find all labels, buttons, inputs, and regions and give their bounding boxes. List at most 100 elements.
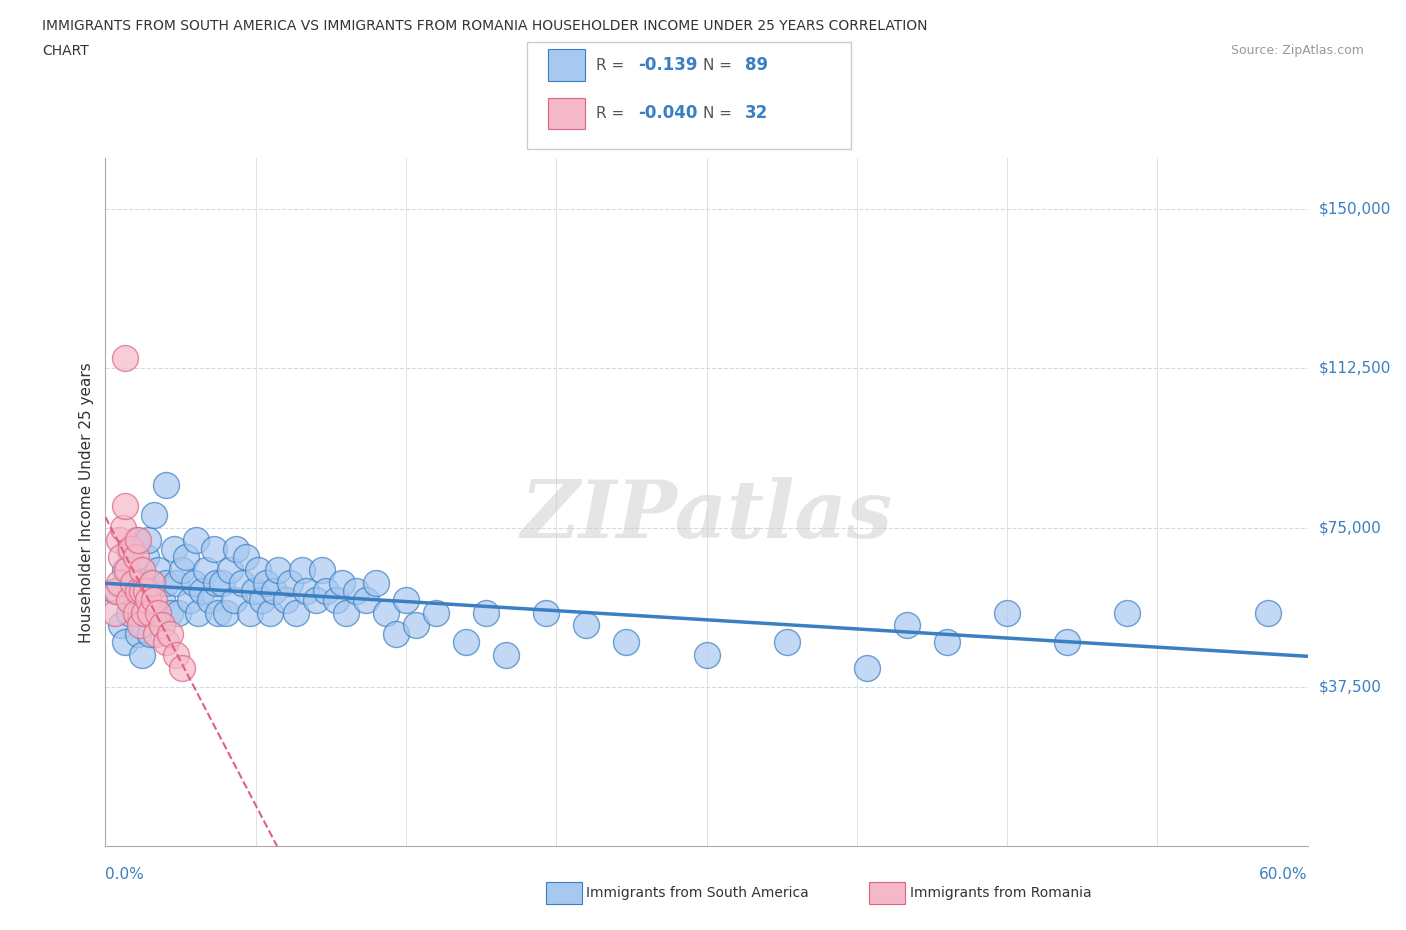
Point bbox=[170, 660, 193, 675]
Point bbox=[107, 584, 129, 599]
Point bbox=[159, 605, 181, 620]
Text: N =: N = bbox=[703, 106, 737, 121]
Point bbox=[354, 592, 377, 607]
Point bbox=[202, 541, 225, 556]
Point bbox=[495, 647, 517, 662]
Text: 60.0%: 60.0% bbox=[1260, 867, 1308, 882]
Point bbox=[110, 550, 132, 565]
Point bbox=[108, 576, 131, 591]
Point bbox=[311, 563, 333, 578]
Point bbox=[896, 618, 918, 632]
Point bbox=[207, 605, 229, 620]
Point bbox=[118, 605, 141, 620]
Point bbox=[194, 563, 217, 578]
Point bbox=[231, 576, 253, 591]
Point bbox=[124, 576, 146, 591]
Point bbox=[776, 635, 799, 650]
Point bbox=[142, 508, 165, 523]
Point bbox=[364, 576, 387, 591]
Point bbox=[242, 584, 264, 599]
Text: $112,500: $112,500 bbox=[1319, 361, 1391, 376]
Text: IMMIGRANTS FROM SOUTH AMERICA VS IMMIGRANTS FROM ROMANIA HOUSEHOLDER INCOME UNDE: IMMIGRANTS FROM SOUTH AMERICA VS IMMIGRA… bbox=[42, 19, 928, 33]
Point bbox=[225, 541, 247, 556]
Point bbox=[454, 635, 477, 650]
Point bbox=[131, 563, 153, 578]
Point bbox=[335, 605, 357, 620]
Point bbox=[127, 533, 149, 548]
Point bbox=[132, 584, 155, 599]
Point bbox=[165, 576, 187, 591]
Point bbox=[1116, 605, 1139, 620]
Point bbox=[274, 592, 297, 607]
Point bbox=[259, 605, 281, 620]
Point bbox=[114, 351, 136, 365]
Point bbox=[135, 584, 157, 599]
Point bbox=[214, 605, 236, 620]
Point bbox=[104, 605, 127, 620]
Point bbox=[1056, 635, 1078, 650]
Text: Immigrants from Romania: Immigrants from Romania bbox=[910, 885, 1091, 900]
Point bbox=[246, 563, 269, 578]
Point bbox=[121, 592, 143, 607]
Text: R =: R = bbox=[596, 106, 630, 121]
Point bbox=[150, 592, 173, 607]
Point bbox=[218, 563, 240, 578]
Text: Immigrants from South America: Immigrants from South America bbox=[586, 885, 808, 900]
Point bbox=[150, 618, 173, 632]
Y-axis label: Householder Income Under 25 years: Householder Income Under 25 years bbox=[79, 362, 94, 643]
Point bbox=[112, 520, 135, 535]
Text: CHART: CHART bbox=[42, 44, 89, 58]
Point bbox=[138, 605, 160, 620]
Point bbox=[263, 584, 285, 599]
Point bbox=[146, 605, 169, 620]
Point bbox=[166, 605, 188, 620]
Text: 0.0%: 0.0% bbox=[105, 867, 145, 882]
Point bbox=[475, 605, 498, 620]
Text: 89: 89 bbox=[745, 56, 768, 74]
Point bbox=[222, 592, 245, 607]
Point bbox=[174, 550, 197, 565]
Point bbox=[121, 541, 143, 556]
Point bbox=[118, 592, 141, 607]
Point bbox=[124, 533, 146, 548]
Text: 32: 32 bbox=[745, 104, 769, 123]
Point bbox=[138, 627, 160, 642]
Point bbox=[128, 605, 150, 620]
Point bbox=[278, 576, 301, 591]
Point bbox=[204, 576, 226, 591]
Point bbox=[534, 605, 557, 620]
Text: -0.040: -0.040 bbox=[638, 104, 697, 123]
Point bbox=[995, 605, 1018, 620]
Point bbox=[108, 533, 131, 548]
Point bbox=[305, 592, 328, 607]
Point bbox=[170, 563, 193, 578]
Point bbox=[179, 592, 201, 607]
Point bbox=[165, 647, 187, 662]
Point bbox=[145, 605, 167, 620]
Text: $75,000: $75,000 bbox=[1319, 520, 1382, 535]
Point bbox=[267, 563, 290, 578]
Point bbox=[325, 592, 347, 607]
Point bbox=[254, 576, 277, 591]
Point bbox=[162, 541, 184, 556]
Point bbox=[110, 618, 132, 632]
Point bbox=[128, 618, 150, 632]
Point bbox=[145, 627, 167, 642]
Point bbox=[155, 635, 177, 650]
Point bbox=[198, 592, 221, 607]
Point bbox=[124, 605, 146, 620]
Text: R =: R = bbox=[596, 58, 630, 73]
Point bbox=[211, 576, 233, 591]
Point bbox=[114, 499, 136, 514]
Point bbox=[235, 550, 257, 565]
Point bbox=[141, 576, 163, 591]
Text: $37,500: $37,500 bbox=[1319, 680, 1382, 695]
Point bbox=[374, 605, 398, 620]
Point bbox=[190, 584, 212, 599]
Point bbox=[295, 584, 318, 599]
Point bbox=[250, 592, 273, 607]
Point bbox=[135, 550, 157, 565]
Text: Source: ZipAtlas.com: Source: ZipAtlas.com bbox=[1230, 44, 1364, 57]
Point bbox=[344, 584, 367, 599]
Point bbox=[135, 605, 157, 620]
